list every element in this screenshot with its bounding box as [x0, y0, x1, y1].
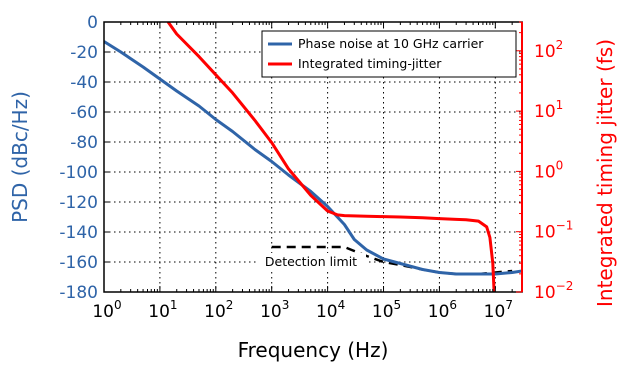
- legend-box: [261, 30, 517, 78]
- y-right-tick-label: 100: [534, 158, 563, 182]
- y-left-tick-label: -20: [70, 43, 98, 63]
- y-left-tick-label: -40: [70, 73, 98, 93]
- series-line-jitter: [166, 22, 496, 292]
- x-tick-label: 105: [372, 298, 401, 322]
- y-right-tick-label: 102: [534, 38, 563, 62]
- y-right-tick-label: 101: [534, 98, 563, 122]
- left-y-axis-title: PSD (dBc/Hz): [8, 91, 32, 223]
- x-tick-label: 103: [260, 298, 289, 322]
- y-left-tick-label: -140: [59, 223, 98, 243]
- y-left-tick-label: 0: [87, 13, 98, 33]
- x-tick-label: 100: [92, 298, 121, 322]
- x-axis-title: Frequency (Hz): [238, 338, 389, 362]
- detection-limit-annotation: Detection limit: [256, 253, 366, 270]
- legend-label-jitter: Integrated timing-jitter: [298, 56, 442, 71]
- y-left-tick-label: -80: [70, 133, 98, 153]
- y-left-tick-label: -160: [59, 253, 98, 273]
- legend-label-phase-noise: Phase noise at 10 GHz carrier: [298, 36, 484, 51]
- x-tick-label: 104: [316, 298, 345, 322]
- series-line-phase-noise: [104, 40, 522, 276]
- y-left-tick-label: -100: [59, 163, 98, 183]
- x-tick-label: 106: [428, 298, 457, 322]
- detection-limit-label-background: [256, 253, 366, 270]
- y-left-tick-label: -180: [59, 283, 98, 303]
- legend: Phase noise at 10 GHz carrier Integrated…: [261, 30, 517, 78]
- y-right-tick-label: 10−2: [534, 279, 573, 303]
- x-tick-label: 102: [204, 298, 233, 322]
- detection-limit-label: Detection limit: [265, 254, 357, 269]
- y-left-tick-label: -60: [70, 103, 98, 123]
- right-y-axis-title: Integrated timing jitter (fs): [593, 39, 617, 307]
- x-tick-label: 107: [484, 298, 513, 322]
- y-right-tick-label: 10−1: [534, 219, 573, 243]
- x-tick-label: 101: [148, 298, 177, 322]
- y-left-tick-label: -120: [59, 193, 98, 213]
- series-layer: [104, 22, 522, 292]
